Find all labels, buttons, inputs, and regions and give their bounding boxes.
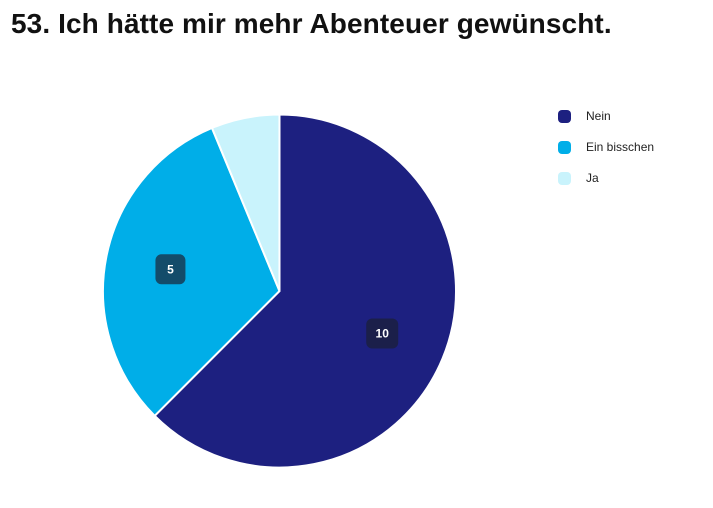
legend-swatch-ein-bisschen [558,140,571,154]
data-label-ein-bisschen: 5 [155,254,186,285]
data-label-box-nein [366,318,399,349]
legend-item-ein-bisschen[interactable]: Ein bisschen [558,139,654,155]
pie-slice-ja[interactable] [210,113,281,292]
chart-legend: Nein Ein bisschen Ja [558,108,654,186]
pie-slice-nein[interactable] [153,113,457,469]
legend-swatch-nein [558,109,571,123]
legend-swatch-ja [558,171,571,185]
legend-item-nein[interactable]: Nein [558,108,654,124]
legend-label-ja: Ja [586,171,599,185]
legend-label-ein-bisschen: Ein bisschen [586,140,655,154]
question-title: 53. Ich hätte mir mehr Abenteuer gewünsc… [11,8,612,39]
data-label-text-nein: 10 [376,327,390,341]
legend-label-nein: Nein [586,109,611,123]
data-label-text-ein-bisschen: 5 [167,262,174,276]
data-label-nein: 10 [366,318,399,349]
legend-item-ja[interactable]: Ja [558,170,654,186]
pie-slice-ein-bisschen[interactable] [102,126,281,417]
data-label-box-ein-bisschen [155,254,186,285]
